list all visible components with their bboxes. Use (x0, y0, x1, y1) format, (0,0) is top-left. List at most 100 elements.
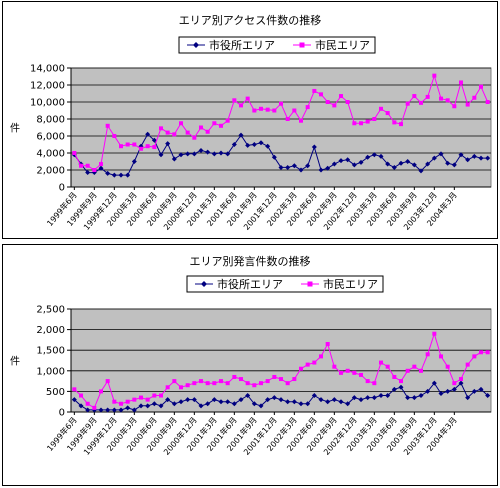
legend: 市役所エリア 市民エリア (178, 36, 376, 54)
data-point (418, 393, 424, 399)
data-point (459, 80, 463, 85)
data-point (218, 399, 224, 405)
data-point (72, 151, 77, 155)
data-point (225, 399, 231, 405)
data-point (425, 94, 430, 99)
y-tick-label: 500 (46, 387, 65, 398)
y-tick-label: 0 (59, 183, 65, 194)
data-point (319, 354, 323, 359)
data-point (191, 151, 197, 157)
data-point (392, 374, 397, 379)
data-point (471, 388, 477, 394)
y-tick-label: 2,000 (36, 166, 65, 177)
data-point (125, 172, 131, 178)
data-point (278, 397, 284, 403)
data-point (198, 147, 204, 153)
data-point (439, 354, 443, 359)
data-point (405, 159, 411, 164)
data-point (431, 155, 437, 161)
data-point (418, 168, 424, 174)
data-point (411, 162, 417, 168)
data-point (458, 152, 464, 158)
data-point (351, 162, 357, 168)
data-point (79, 163, 83, 168)
data-point (378, 393, 384, 399)
data-point (339, 370, 343, 375)
data-point (205, 129, 210, 134)
data-point (398, 160, 404, 166)
data-point (439, 96, 443, 101)
data-point (79, 393, 83, 398)
data-point (478, 155, 484, 161)
data-point (465, 157, 471, 163)
y-tick-label: 1,500 (36, 346, 65, 357)
data-point (152, 145, 157, 150)
data-point (339, 94, 343, 99)
data-point (365, 119, 370, 124)
data-point (411, 395, 417, 401)
y-tick-label: 0 (59, 408, 65, 419)
data-point (265, 379, 270, 384)
data-point (211, 397, 217, 403)
data-point (185, 397, 191, 403)
data-point (85, 401, 90, 406)
legend-box (186, 275, 384, 293)
data-point (425, 388, 431, 394)
data-point (438, 151, 444, 157)
data-point (271, 154, 277, 160)
data-point (112, 134, 117, 138)
data-point (285, 399, 291, 405)
data-point (452, 104, 457, 109)
data-point (125, 142, 130, 147)
data-point (352, 370, 357, 375)
data-point (365, 154, 371, 160)
data-point (265, 107, 270, 112)
data-point (358, 397, 364, 403)
data-point (359, 121, 363, 126)
data-point (132, 142, 137, 147)
data-point (318, 167, 324, 173)
data-point (232, 374, 237, 379)
data-point (472, 95, 477, 100)
data-point (185, 130, 190, 135)
data-point (445, 98, 450, 103)
data-point (258, 140, 264, 146)
data-point (485, 155, 491, 161)
data-point (391, 386, 397, 392)
data-point (105, 170, 111, 176)
y-tick-label: 4,000 (36, 149, 65, 160)
data-point (238, 397, 244, 403)
data-point (399, 379, 403, 384)
data-point (179, 121, 183, 126)
post-count-chart: エリア別発言件数の推移05001,0001,5002,0002,500件1999… (10, 254, 492, 457)
data-point (239, 377, 243, 382)
y-tick-label: 2,500 (36, 305, 65, 316)
data-point (445, 364, 450, 369)
data-point (285, 164, 291, 170)
data-point (225, 151, 231, 157)
data-point (425, 352, 430, 357)
post-count-chart-panel: エリア別発言件数の推移 0 500 1,000 1,500 2,000 2,500 件 1999… (2, 244, 498, 486)
data-point (472, 354, 477, 359)
data-point (451, 162, 457, 168)
data-point (191, 397, 197, 403)
data-point (152, 393, 157, 398)
data-point (405, 395, 411, 401)
data-point (285, 117, 290, 121)
data-point (331, 397, 337, 403)
access-count-chart-panel: エリア別アクセス件数の推移 0 2,000 4,000 6,000 8,000 10,000… (2, 1, 498, 239)
data-point (198, 403, 204, 409)
legend-box (178, 36, 376, 54)
data-point (319, 92, 323, 97)
data-point (85, 407, 91, 413)
y-tick-label: 12,000 (30, 81, 65, 92)
data-point (92, 405, 97, 410)
data-point (278, 164, 284, 170)
data-point (199, 379, 203, 384)
data-point (232, 98, 237, 103)
data-point (172, 132, 177, 137)
data-point (98, 165, 104, 171)
data-point (345, 157, 351, 163)
data-point (345, 100, 350, 104)
data-point (412, 364, 417, 369)
